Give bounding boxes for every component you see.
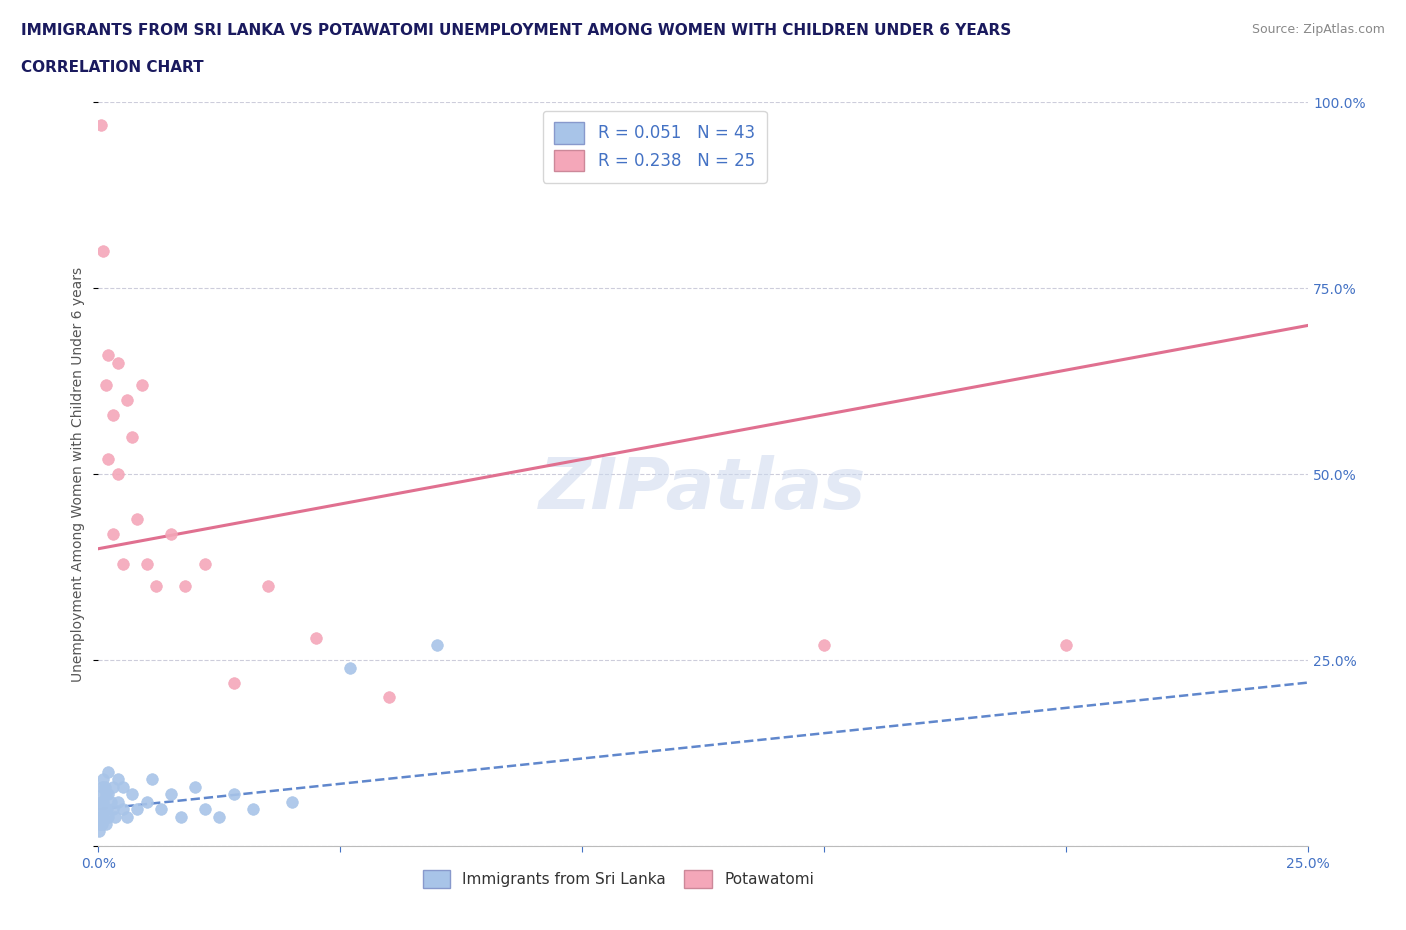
Point: [127, 512, 149, 526]
Point: [97, 809, 120, 824]
Point: [150, 802, 173, 817]
Point: [100, 794, 122, 809]
Point: [208, 809, 231, 824]
Point: [90, 802, 112, 817]
Point: [127, 802, 149, 817]
Point: [305, 631, 328, 645]
Point: [145, 578, 167, 593]
Point: [339, 660, 361, 675]
Point: [107, 355, 129, 370]
Text: Source: ZipAtlas.com: Source: ZipAtlas.com: [1251, 23, 1385, 36]
Point: [101, 407, 124, 422]
Point: [184, 779, 207, 794]
Y-axis label: Unemployment Among Women with Children Under 6 years: Unemployment Among Women with Children U…: [72, 267, 86, 682]
Point: [131, 378, 153, 392]
Point: [117, 392, 139, 407]
Point: [89, 817, 111, 831]
Point: [141, 772, 163, 787]
Point: [222, 675, 245, 690]
Point: [256, 578, 278, 593]
Point: [93, 802, 115, 817]
Point: [101, 802, 124, 817]
Point: [91, 794, 114, 809]
Legend: Immigrants from Sri Lanka, Potawatomi: Immigrants from Sri Lanka, Potawatomi: [416, 864, 820, 895]
Point: [91, 787, 114, 802]
Point: [169, 809, 191, 824]
Point: [94, 378, 117, 392]
Point: [96, 802, 118, 817]
Point: [97, 787, 120, 802]
Point: [135, 556, 157, 571]
Point: [89, 809, 111, 824]
Point: [222, 787, 245, 802]
Point: [90, 794, 112, 809]
Point: [89, 824, 111, 839]
Text: CORRELATION CHART: CORRELATION CHART: [21, 60, 204, 75]
Point: [101, 526, 124, 541]
Point: [94, 787, 117, 802]
Point: [111, 802, 134, 817]
Point: [160, 526, 183, 541]
Point: [426, 638, 449, 653]
Point: [97, 764, 120, 779]
Point: [111, 556, 134, 571]
Point: [97, 348, 120, 363]
Point: [174, 578, 197, 593]
Point: [377, 690, 399, 705]
Point: [121, 787, 143, 802]
Point: [91, 817, 114, 831]
Point: [117, 809, 139, 824]
Point: [91, 809, 114, 824]
Point: [111, 779, 134, 794]
Point: [91, 772, 114, 787]
Point: [104, 809, 127, 824]
Point: [121, 430, 143, 445]
Point: [1054, 638, 1077, 653]
Point: [107, 467, 129, 482]
Point: [194, 802, 217, 817]
Point: [242, 802, 264, 817]
Point: [91, 244, 114, 259]
Text: ZIPatlas: ZIPatlas: [540, 455, 866, 524]
Point: [107, 772, 129, 787]
Point: [281, 794, 304, 809]
Point: [90, 779, 112, 794]
Point: [101, 779, 124, 794]
Point: [94, 817, 117, 831]
Point: [194, 556, 217, 571]
Point: [160, 787, 183, 802]
Point: [97, 452, 120, 467]
Point: [93, 779, 115, 794]
Text: IMMIGRANTS FROM SRI LANKA VS POTAWATOMI UNEMPLOYMENT AMONG WOMEN WITH CHILDREN U: IMMIGRANTS FROM SRI LANKA VS POTAWATOMI …: [21, 23, 1011, 38]
Point: [107, 794, 129, 809]
Point: [135, 794, 157, 809]
Point: [90, 117, 112, 132]
Point: [813, 638, 835, 653]
